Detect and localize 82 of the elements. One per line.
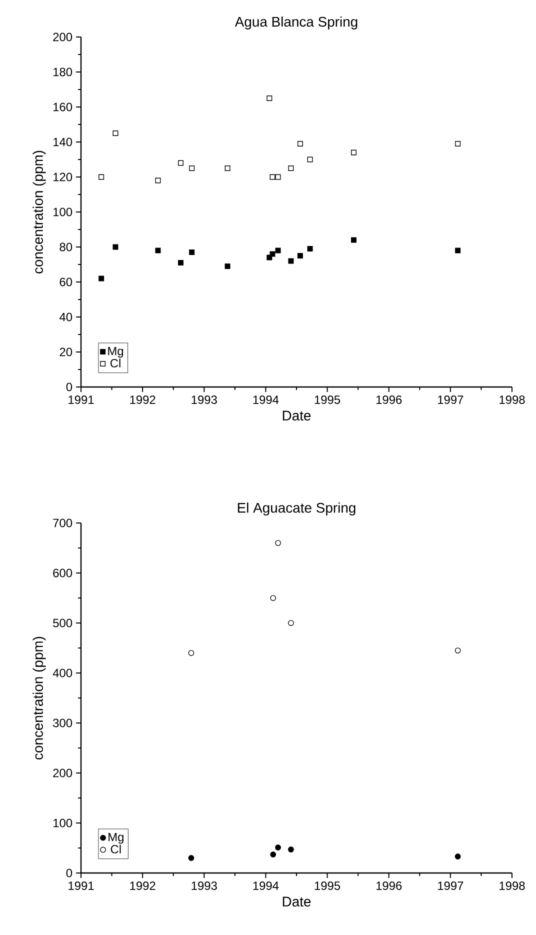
x-tick-label: 1993 xyxy=(192,882,217,890)
point xyxy=(189,250,195,255)
y-tick-label: 120 xyxy=(53,172,72,182)
y-tick-label: 60 xyxy=(60,278,72,286)
point xyxy=(188,650,194,656)
y-tick-label: 20 xyxy=(60,348,72,356)
point xyxy=(454,854,461,860)
y-tick-label: 200 xyxy=(53,768,72,778)
x-tick-label: 1991 xyxy=(68,882,94,890)
point xyxy=(455,248,461,254)
y-tick-label: 700 xyxy=(53,518,72,528)
x-tick-label: 1997 xyxy=(438,882,464,890)
x-tick-label: 1995 xyxy=(314,396,340,404)
x-tick-label: 1993 xyxy=(192,396,217,404)
point xyxy=(224,166,230,171)
point xyxy=(351,150,356,156)
point xyxy=(224,264,230,269)
point xyxy=(288,258,294,264)
legend-label: Mg xyxy=(108,832,124,844)
y-tick-label: 600 xyxy=(53,568,72,578)
legend-label: Mg xyxy=(108,346,124,358)
x-tick-label: 1992 xyxy=(130,396,156,404)
y-tick-label: 400 xyxy=(52,668,72,678)
x-axis-title: Date xyxy=(282,410,311,421)
x-tick-label: 1995 xyxy=(314,882,340,890)
point xyxy=(275,844,281,850)
point xyxy=(98,276,104,282)
x-tick-label: 1992 xyxy=(130,882,156,890)
point xyxy=(307,156,313,162)
y-tick-label: 200 xyxy=(53,32,72,42)
x-tick-label: 1991 xyxy=(68,396,94,404)
legend-label: Cl xyxy=(110,844,121,854)
point xyxy=(266,96,272,101)
point xyxy=(188,855,194,861)
point xyxy=(455,141,461,146)
x-tick-label: 1994 xyxy=(253,396,279,404)
y-tick-label: 80 xyxy=(60,242,72,252)
point xyxy=(270,852,276,858)
x-tick-label: 1998 xyxy=(500,396,525,404)
point xyxy=(112,130,118,136)
y-tick-label: 100 xyxy=(53,818,72,828)
point xyxy=(270,251,276,257)
chart-title: Agua Blanca Spring xyxy=(234,16,358,30)
point xyxy=(275,174,281,180)
point xyxy=(454,648,461,654)
point xyxy=(189,166,195,171)
x-tick-label: 1998 xyxy=(500,882,525,890)
y-tick-label: 160 xyxy=(53,102,72,112)
y-tick-label: 500 xyxy=(53,618,72,628)
y-tick-label: 0 xyxy=(66,868,72,878)
y-axis-title: concentration (ppm) xyxy=(32,150,46,274)
point xyxy=(270,595,276,601)
point xyxy=(351,237,356,243)
y-tick-label: 300 xyxy=(53,718,72,728)
y-tick-label: 140 xyxy=(53,138,72,146)
point xyxy=(297,141,303,146)
point xyxy=(270,174,276,180)
point xyxy=(288,620,294,626)
point xyxy=(307,246,313,252)
x-tick-label: 1994 xyxy=(253,882,279,890)
point xyxy=(275,540,281,546)
chart-title: El Aguacate Spring xyxy=(238,502,356,516)
point xyxy=(178,160,184,166)
point xyxy=(297,253,303,258)
y-tick-label: 0 xyxy=(66,382,72,392)
y-tick-label: 40 xyxy=(60,312,72,322)
point xyxy=(155,178,161,184)
x-tick-label: 1996 xyxy=(376,882,402,890)
point xyxy=(155,248,161,254)
y-tick-label: 180 xyxy=(53,68,72,76)
legend-label: Cl xyxy=(110,358,120,368)
x-tick-label: 1997 xyxy=(438,396,464,404)
point xyxy=(288,846,294,852)
x-axis-title: Date xyxy=(282,896,311,907)
y-tick-label: 100 xyxy=(53,208,72,216)
y-axis-title: concentration (ppm) xyxy=(32,636,46,760)
point xyxy=(288,166,294,171)
point xyxy=(112,244,118,250)
point xyxy=(98,174,104,180)
point xyxy=(275,248,281,254)
point xyxy=(178,260,184,266)
x-tick-label: 1996 xyxy=(376,396,402,404)
